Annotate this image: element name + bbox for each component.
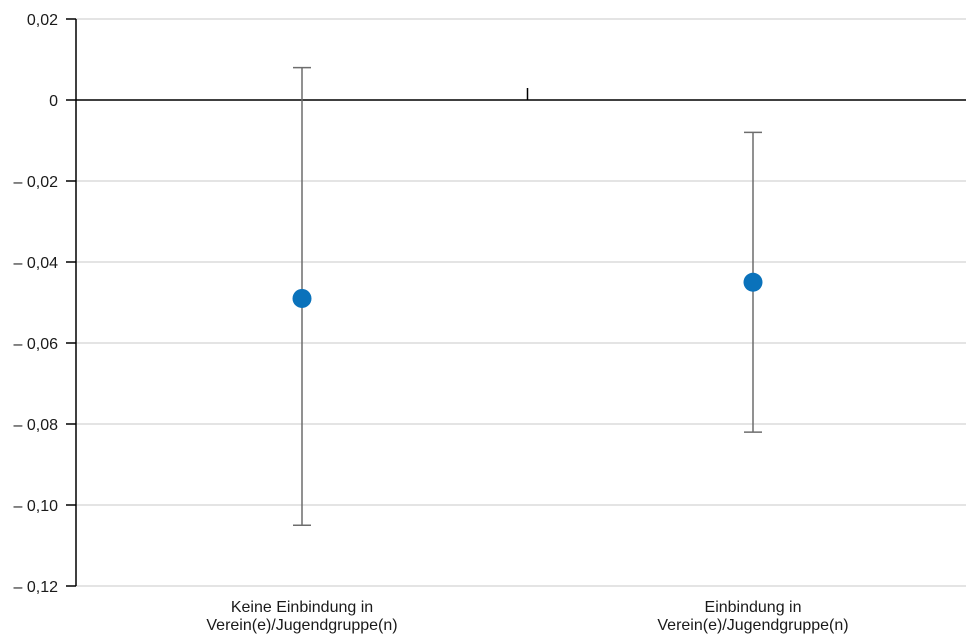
y-tick-label: 0 <box>49 93 58 110</box>
data-points <box>292 272 763 308</box>
error-bars <box>293 66 762 526</box>
axes <box>75 19 966 586</box>
y-tick-label: – 0,06 <box>14 336 59 353</box>
data-point <box>743 272 763 292</box>
category-label: Einbindung in <box>705 599 802 616</box>
y-tick-label: – 0,08 <box>14 417 59 434</box>
category-label: Verein(e)/Jugendgruppe(n) <box>657 617 848 634</box>
y-axis-ticks: 0,02 0 – 0,02 – 0,04 – 0,06 – 0,08 – 0,10 – 0,1… <box>14 12 76 596</box>
y-tick-label: 0,02 <box>27 12 58 29</box>
y-tick-label: – 0,12 <box>14 579 59 596</box>
data-point <box>292 288 312 308</box>
y-tick-label: – 0,10 <box>14 498 59 515</box>
category-labels: Keine Einbindung inVerein(e)/Jugendgrupp… <box>206 599 848 634</box>
y-tick-label: – 0,04 <box>14 255 59 272</box>
grid-lines <box>76 18 966 587</box>
category-label: Verein(e)/Jugendgruppe(n) <box>206 617 397 634</box>
category-label: Keine Einbindung in <box>231 599 373 616</box>
y-tick-label: – 0,02 <box>14 174 59 191</box>
